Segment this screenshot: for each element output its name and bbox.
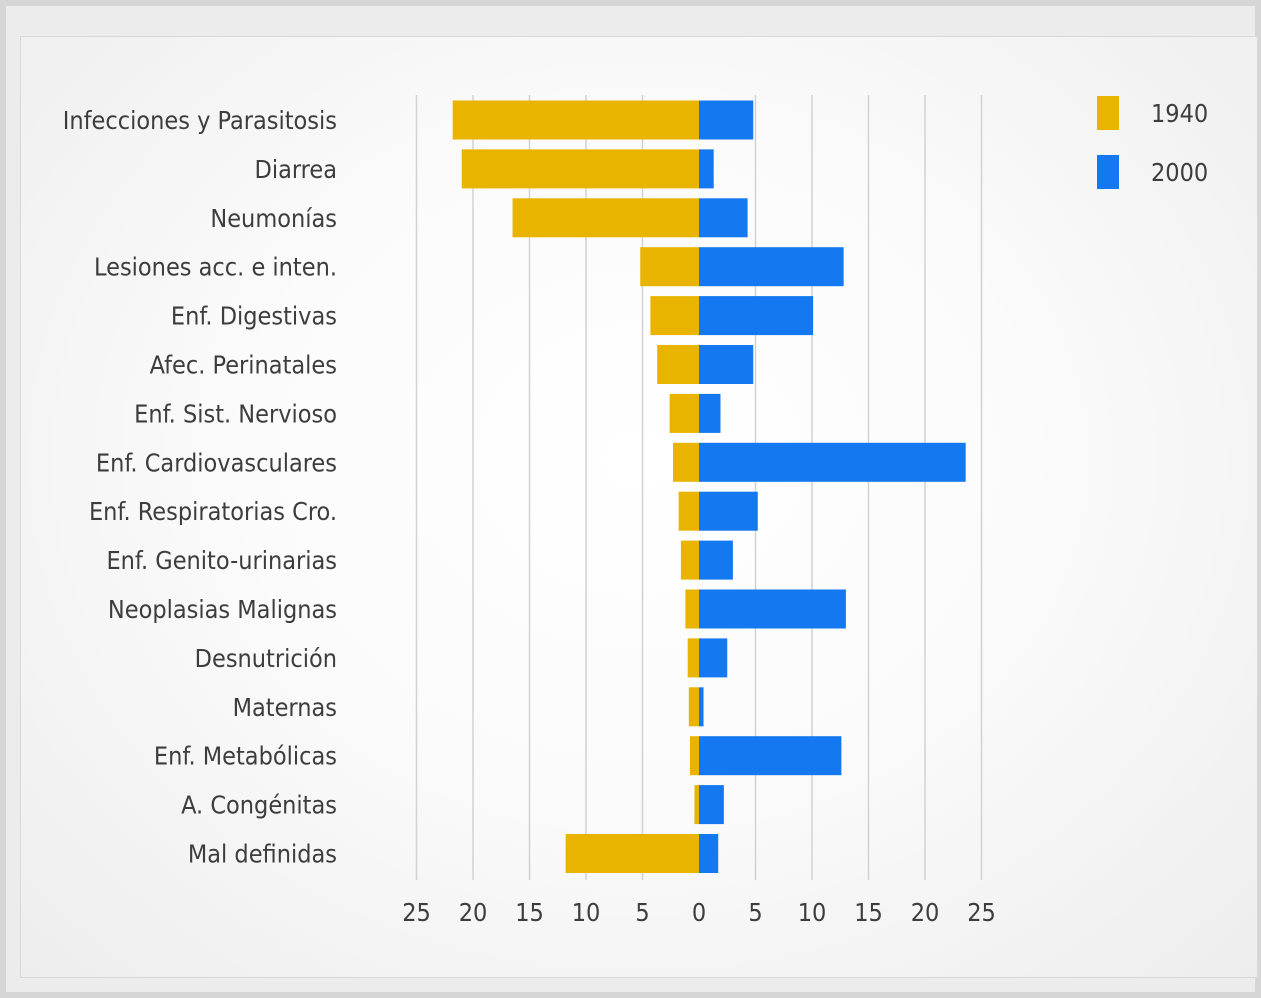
x-tick-label: 25 bbox=[402, 898, 431, 927]
bar-2000-6 bbox=[699, 393, 721, 433]
bar-1940-1 bbox=[461, 149, 699, 189]
bar-2000-9 bbox=[699, 540, 733, 580]
category-label: Mal definidas bbox=[188, 840, 337, 869]
bar-2000-12 bbox=[699, 687, 704, 727]
bar-1940-14 bbox=[694, 785, 699, 825]
x-tick-label: 5 bbox=[635, 898, 649, 927]
bar-1940-9 bbox=[680, 540, 699, 580]
category-label: Afec. Perinatales bbox=[150, 351, 337, 380]
bar-1940-10 bbox=[685, 589, 699, 629]
category-label: Enf. Sist. Nervioso bbox=[134, 399, 337, 428]
category-label: Infecciones y Parasitosis bbox=[63, 106, 337, 135]
bar-1940-6 bbox=[669, 393, 699, 433]
bar-2000-10 bbox=[699, 589, 846, 629]
category-label: A. Congénitas bbox=[181, 791, 337, 820]
x-tick-labels: 25 20 15 10 5 0 5 10 15 20 25 bbox=[402, 898, 996, 927]
bar-1940-4 bbox=[650, 296, 699, 336]
bar-2000-0 bbox=[699, 100, 754, 140]
bar-1940-12 bbox=[688, 687, 699, 727]
x-tick-label: 10 bbox=[572, 898, 601, 927]
category-label: Neumonías bbox=[210, 204, 337, 233]
legend: 1940 2000 bbox=[1097, 96, 1208, 189]
category-labels: Infecciones y Parasitosis Diarrea Neumonía… bbox=[63, 106, 337, 869]
bar-2000-3 bbox=[699, 247, 844, 287]
x-tick-label: 0 bbox=[692, 898, 706, 927]
category-label: Enf. Respiratorias Cro. bbox=[89, 497, 337, 526]
category-label: Lesiones acc. e inten. bbox=[94, 253, 337, 282]
bar-2000-15 bbox=[699, 834, 719, 873]
bar-1940-7 bbox=[673, 442, 699, 482]
category-label: Neoplasias Malignas bbox=[108, 595, 337, 624]
bar-2000-4 bbox=[699, 296, 814, 336]
bar-1940-5 bbox=[657, 345, 699, 384]
bar-2000-13 bbox=[699, 736, 842, 776]
category-label: Enf. Cardiovasculares bbox=[96, 448, 337, 477]
bar-1940-13 bbox=[689, 736, 699, 776]
legend-swatch-2000 bbox=[1097, 155, 1119, 189]
x-tick-label: 5 bbox=[748, 898, 762, 927]
bar-1940-2 bbox=[512, 198, 699, 238]
legend-label-2000: 2000 bbox=[1151, 158, 1208, 187]
chart-panel bbox=[20, 36, 1258, 978]
bar-1940-0 bbox=[452, 100, 699, 140]
bar-1940-3 bbox=[640, 247, 699, 287]
bar-2000-1 bbox=[699, 149, 714, 189]
x-tick-label: 10 bbox=[798, 898, 827, 927]
x-tick-label: 20 bbox=[911, 898, 940, 927]
bar-2000-5 bbox=[699, 345, 754, 384]
bar-2000-11 bbox=[699, 638, 728, 678]
category-label: Enf. Metabólicas bbox=[154, 742, 337, 771]
x-tick-label: 15 bbox=[515, 898, 544, 927]
bar-1940-8 bbox=[678, 491, 699, 531]
x-tick-label: 25 bbox=[967, 898, 996, 927]
category-label: Maternas bbox=[233, 693, 337, 722]
bar-2000-7 bbox=[699, 442, 966, 482]
category-label: Desnutrición bbox=[195, 644, 337, 673]
bar-1940-15 bbox=[565, 834, 699, 873]
bar-2000-2 bbox=[699, 198, 748, 238]
category-label: Enf. Genito-urinarias bbox=[106, 546, 337, 575]
legend-label-1940: 1940 bbox=[1151, 99, 1208, 128]
bar-2000-14 bbox=[699, 785, 724, 825]
x-tick-label: 20 bbox=[459, 898, 488, 927]
x-tick-label: 15 bbox=[854, 898, 883, 927]
legend-swatch-1940 bbox=[1097, 96, 1119, 130]
bar-1940-11 bbox=[687, 638, 699, 678]
bar-2000-8 bbox=[699, 491, 758, 531]
category-label: Enf. Digestivas bbox=[171, 302, 337, 331]
category-label: Diarrea bbox=[255, 155, 337, 184]
bars bbox=[452, 100, 966, 873]
